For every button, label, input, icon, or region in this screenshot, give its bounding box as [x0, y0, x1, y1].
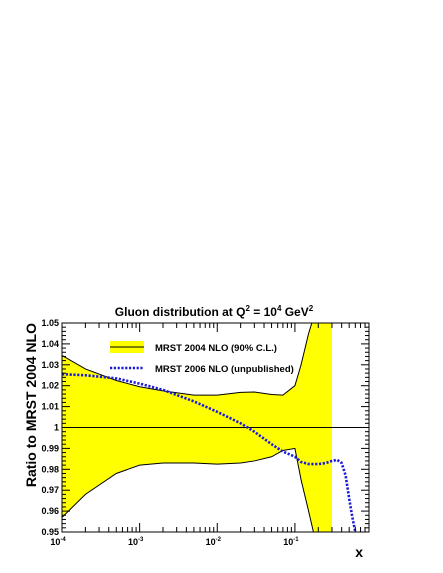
x-tick-label: 10-4 — [50, 537, 66, 547]
chart-title-unit: GeV — [281, 305, 308, 319]
series-line-mrst-2006 — [62, 372, 357, 532]
x-tick-label-exponent: -1 — [293, 537, 299, 543]
y-tick-label: 1.03 — [41, 360, 59, 370]
y-tick-label: 1.01 — [41, 402, 59, 412]
x-tick-label-exponent: -4 — [60, 537, 66, 543]
y-tick-label: 1.02 — [41, 381, 59, 391]
x-tick-label-base: 10 — [206, 537, 216, 547]
y-tick-label: 0.97 — [41, 485, 59, 495]
y-tick-label: 1.05 — [41, 318, 59, 328]
x-tick-label-base: 10 — [50, 537, 60, 547]
y-tick-labels: 0.95 0.96 0.97 0.98 0.99 1 1.01 1.02 1.03 1.04 1.0… — [41, 318, 59, 537]
axis-ticks — [61, 322, 370, 533]
legend-label-dotted: MRST 2006 NLO (unpublished) — [155, 364, 294, 375]
x-tick-label: 10-2 — [206, 537, 222, 547]
plot-area — [62, 323, 369, 532]
chart-title-value-exponent: 4 — [277, 304, 282, 313]
band-upper-edge — [62, 323, 313, 396]
y-tick-label: 1 — [54, 423, 59, 433]
x-tick-label: 10-1 — [283, 537, 299, 547]
chart-title-q2-exponent: 2 — [245, 304, 250, 313]
x-tick-label-exponent: -2 — [216, 537, 222, 543]
x-tick-label-exponent: -3 — [138, 537, 144, 543]
x-tick-label-base: 10 — [128, 537, 138, 547]
x-tick-label-base: 10 — [283, 537, 293, 547]
chart-title-unit-exponent: 2 — [309, 304, 314, 313]
x-tick-labels: 10-4 10-3 10-2 10-1 — [50, 537, 299, 547]
y-tick-label: 1.04 — [41, 339, 59, 349]
legend: MRST 2004 NLO (90% C.L.) MRST 2006 NLO (… — [110, 341, 294, 375]
y-tick-label: 0.99 — [41, 443, 59, 453]
chart-title-prefix: Gluon distribution at Q — [115, 305, 246, 319]
y-tick-label: 0.98 — [41, 464, 59, 474]
y-axis-label: Ratio to MRST 2004 NLO — [23, 323, 39, 487]
y-tick-label: 0.95 — [41, 527, 59, 537]
band-lower-edge — [62, 447, 314, 532]
x-axis-label: x — [355, 544, 363, 560]
chart-title-middle: = 10 — [250, 305, 277, 319]
legend-label-band: MRST 2004 NLO (90% C.L.) — [155, 343, 277, 354]
y-tick-label: 0.96 — [41, 506, 59, 516]
x-tick-label: 10-3 — [128, 537, 144, 547]
chart-title: Gluon distribution at Q2 = 104 GeV2 — [115, 304, 314, 319]
